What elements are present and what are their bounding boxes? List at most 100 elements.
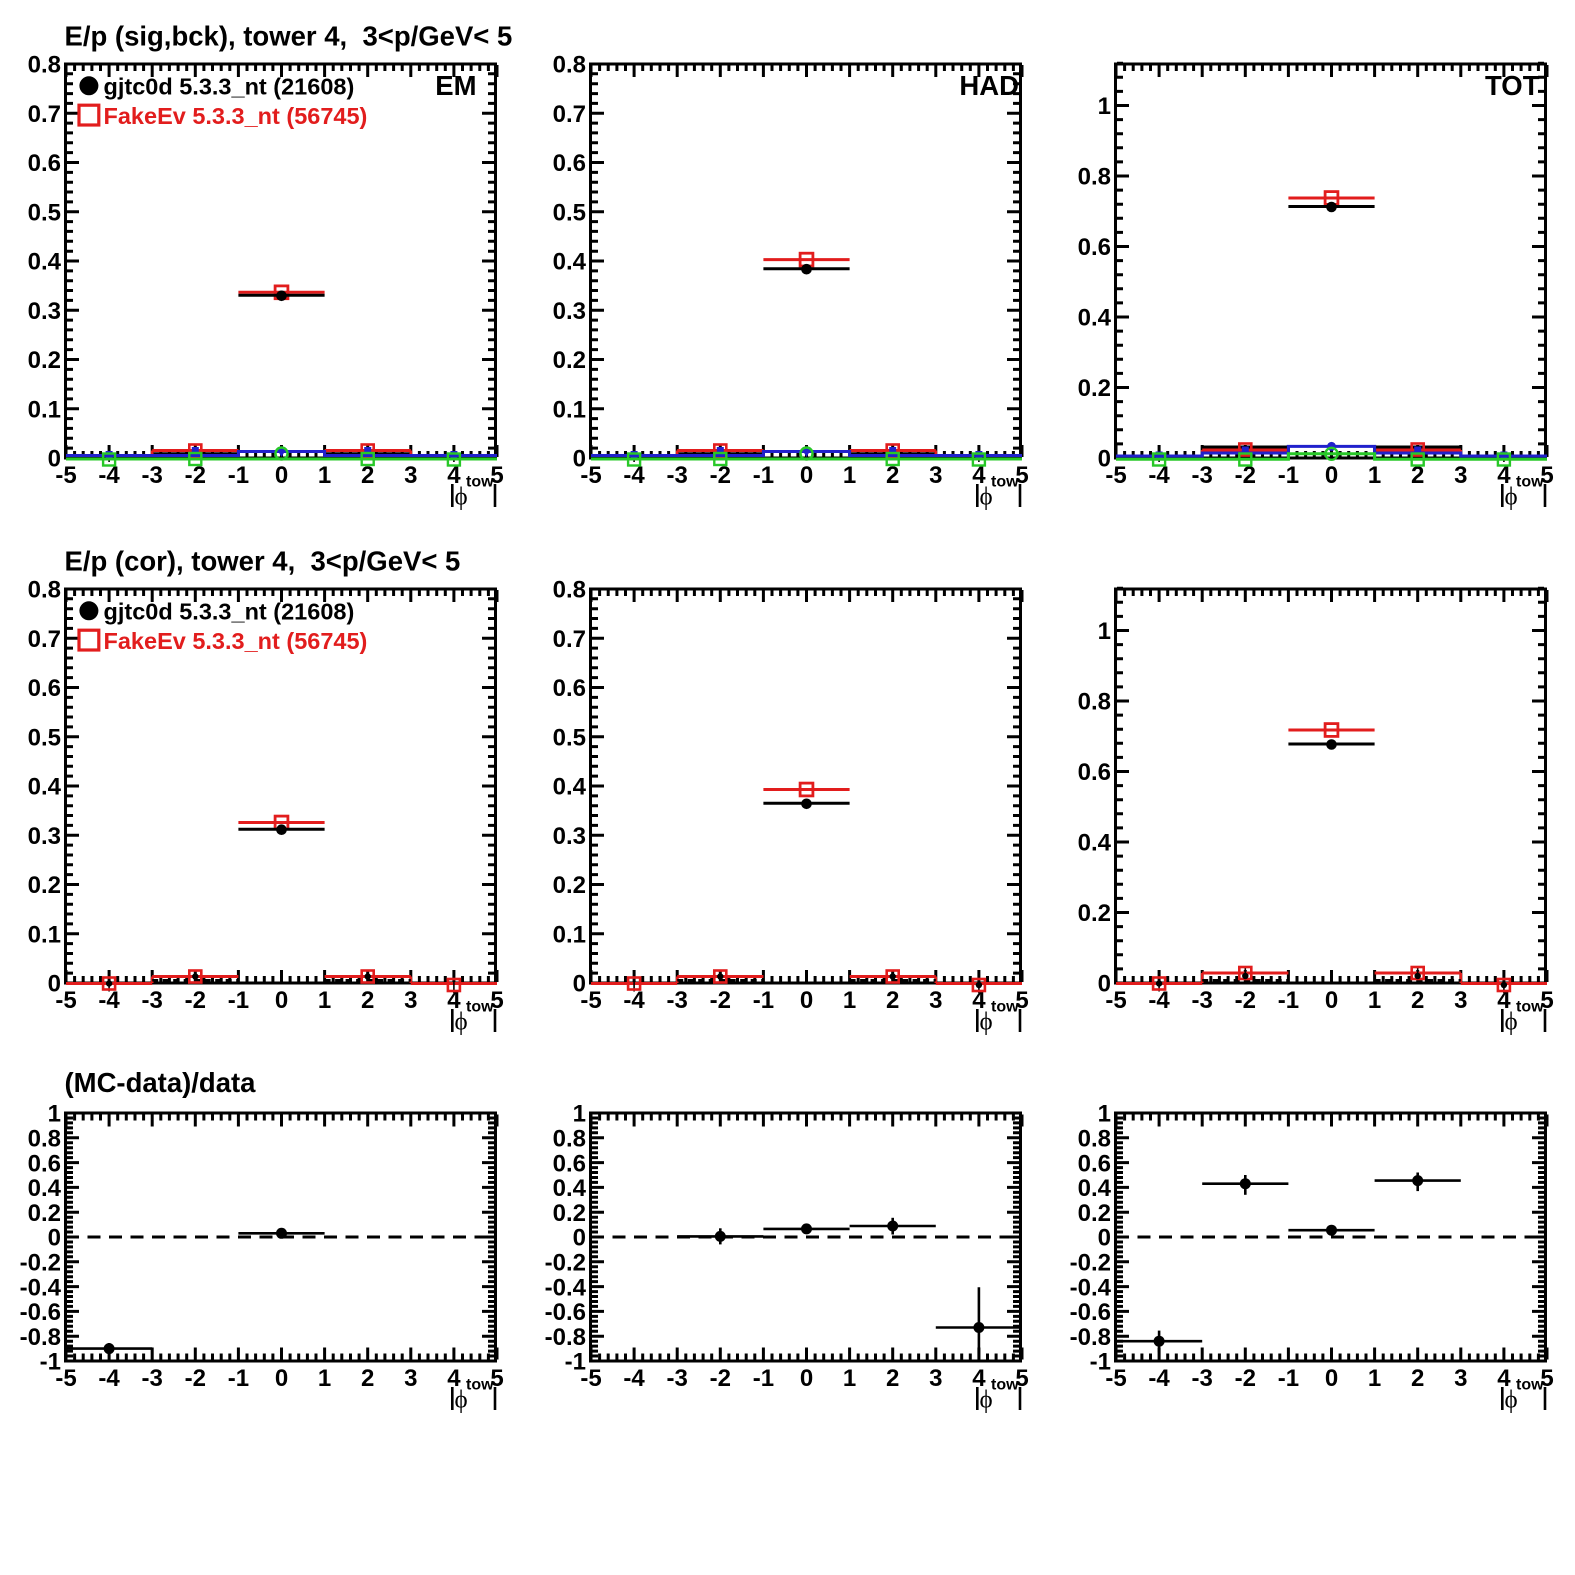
svg-text:ϕ: ϕ	[1505, 1387, 1518, 1414]
svg-text:-1: -1	[1278, 462, 1299, 489]
svg-text:0: 0	[1098, 971, 1111, 998]
svg-text:ϕ: ϕ	[455, 484, 468, 511]
svg-text:0.6: 0.6	[28, 1150, 61, 1177]
svg-text:gjtc0d 5.3.3_nt (21608): gjtc0d 5.3.3_nt (21608)	[104, 599, 355, 625]
svg-text:-5: -5	[580, 462, 601, 489]
svg-text:0.2: 0.2	[1078, 375, 1111, 402]
svg-text:-4: -4	[98, 1365, 120, 1392]
svg-text:0: 0	[800, 987, 813, 1014]
svg-text:-3: -3	[667, 1365, 688, 1392]
svg-text:0.4: 0.4	[28, 1175, 62, 1202]
svg-text:-2: -2	[185, 987, 206, 1014]
svg-text:-4: -4	[623, 1365, 645, 1392]
svg-text:0.2: 0.2	[28, 1200, 61, 1227]
svg-text:-0.8: -0.8	[20, 1324, 61, 1351]
svg-text:0.7: 0.7	[28, 101, 61, 128]
svg-text:3: 3	[404, 987, 417, 1014]
svg-text:-3: -3	[142, 462, 163, 489]
svg-text:4: 4	[972, 462, 986, 489]
svg-text:4: 4	[1497, 462, 1511, 489]
svg-text:2: 2	[886, 462, 899, 489]
svg-text:-0.8: -0.8	[1070, 1324, 1111, 1351]
svg-text:0.6: 0.6	[553, 1150, 586, 1177]
svg-text:-0.2: -0.2	[1070, 1250, 1111, 1277]
svg-text:tow: tow	[1516, 999, 1544, 1016]
svg-text:0.4: 0.4	[553, 774, 587, 801]
svg-text:5: 5	[490, 462, 503, 489]
svg-text:0: 0	[275, 987, 288, 1014]
svg-text:3: 3	[1454, 987, 1467, 1014]
svg-text:-4: -4	[98, 987, 120, 1014]
svg-text:-5: -5	[55, 987, 76, 1014]
svg-text:0.4: 0.4	[553, 249, 587, 276]
svg-text:-1: -1	[1090, 1349, 1111, 1376]
svg-text:4: 4	[447, 462, 461, 489]
svg-text:0.4: 0.4	[553, 1175, 587, 1202]
svg-text:0.8: 0.8	[1078, 164, 1111, 191]
svg-text:-1: -1	[753, 462, 774, 489]
svg-text:4: 4	[447, 1365, 461, 1392]
svg-text:0.1: 0.1	[28, 922, 61, 949]
svg-text:HAD: HAD	[959, 70, 1019, 101]
svg-text:-1: -1	[1278, 1365, 1299, 1392]
svg-text:0: 0	[800, 1365, 813, 1392]
svg-text:0.2: 0.2	[1078, 900, 1111, 927]
svg-text:1: 1	[1368, 987, 1381, 1014]
svg-text:0: 0	[1325, 987, 1338, 1014]
svg-text:-1: -1	[753, 987, 774, 1014]
svg-text:-5: -5	[55, 1365, 76, 1392]
svg-text:3: 3	[404, 462, 417, 489]
svg-text:0.7: 0.7	[553, 626, 586, 653]
svg-text:0: 0	[48, 971, 61, 998]
svg-text:0.8: 0.8	[553, 1126, 586, 1153]
svg-text:-4: -4	[1148, 987, 1170, 1014]
svg-text:-1: -1	[228, 462, 249, 489]
svg-text:-1: -1	[40, 1349, 61, 1376]
svg-text:0.2: 0.2	[553, 347, 586, 374]
svg-text:gjtc0d 5.3.3_nt (21608): gjtc0d 5.3.3_nt (21608)	[104, 74, 355, 100]
svg-text:0.4: 0.4	[1078, 305, 1112, 332]
svg-text:1: 1	[843, 462, 856, 489]
svg-text:4: 4	[1497, 1365, 1511, 1392]
svg-text:2: 2	[1411, 987, 1424, 1014]
svg-text:-2: -2	[710, 987, 731, 1014]
svg-text:tow: tow	[466, 999, 494, 1016]
svg-text:tow: tow	[991, 474, 1019, 491]
svg-text:0.8: 0.8	[553, 52, 586, 79]
svg-text:0.5: 0.5	[553, 199, 586, 226]
svg-text:TOT: TOT	[1485, 70, 1540, 101]
svg-text:tow: tow	[991, 1377, 1019, 1394]
svg-text:0.3: 0.3	[553, 823, 586, 850]
svg-text:-1: -1	[1278, 987, 1299, 1014]
svg-text:-0.4: -0.4	[1070, 1274, 1112, 1301]
svg-text:-3: -3	[1192, 1365, 1213, 1392]
svg-text:-2: -2	[710, 1365, 731, 1392]
svg-text:-3: -3	[142, 1365, 163, 1392]
svg-text:-2: -2	[185, 1365, 206, 1392]
svg-text:0.4: 0.4	[28, 774, 62, 801]
svg-text:5: 5	[1015, 987, 1028, 1014]
svg-text:1: 1	[843, 987, 856, 1014]
svg-text:1: 1	[573, 1101, 586, 1128]
svg-text:-4: -4	[1148, 1365, 1170, 1392]
svg-text:-5: -5	[1105, 462, 1126, 489]
svg-text:0.6: 0.6	[28, 150, 61, 177]
svg-text:(MC-data)/data: (MC-data)/data	[65, 1067, 257, 1098]
svg-text:0.6: 0.6	[1078, 759, 1111, 786]
svg-text:0.6: 0.6	[1078, 234, 1111, 261]
svg-text:-5: -5	[1105, 987, 1126, 1014]
svg-text:0.8: 0.8	[553, 577, 586, 604]
svg-text:0.6: 0.6	[553, 675, 586, 702]
svg-text:0: 0	[800, 462, 813, 489]
svg-text:2: 2	[886, 987, 899, 1014]
svg-text:-3: -3	[667, 987, 688, 1014]
svg-text:1: 1	[318, 987, 331, 1014]
svg-text:1: 1	[843, 1365, 856, 1392]
svg-text:E/p (sig,bck), tower 4, 3<p/G: E/p (sig,bck), tower 4, 3<p/GeV< 5	[65, 21, 513, 52]
svg-text:-0.6: -0.6	[545, 1299, 586, 1326]
svg-text:-1: -1	[753, 1365, 774, 1392]
svg-text:0.1: 0.1	[553, 396, 586, 423]
svg-text:0.8: 0.8	[1078, 1126, 1111, 1153]
svg-text:0.2: 0.2	[553, 1200, 586, 1227]
svg-text:0: 0	[1325, 462, 1338, 489]
